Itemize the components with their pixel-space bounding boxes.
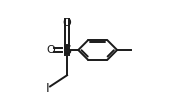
Text: S: S [63,44,71,56]
Text: O: O [46,45,55,55]
Text: O: O [63,18,71,28]
Text: I: I [46,82,49,95]
